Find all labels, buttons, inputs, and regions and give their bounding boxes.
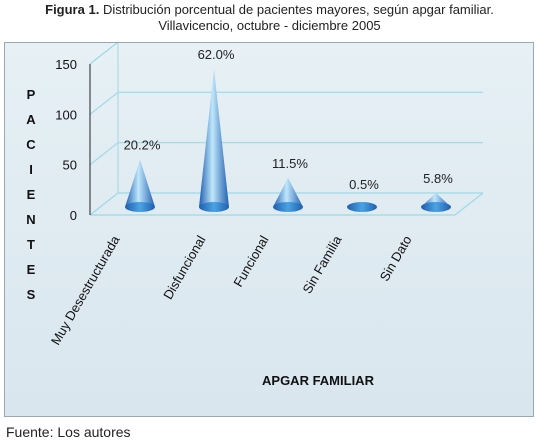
cone-bar [125, 159, 155, 207]
y-tick-label: 0 [70, 208, 77, 223]
floor-right-edge [454, 192, 484, 216]
figure-title: Distribución porcentual de pacientes may… [102, 2, 494, 17]
y-axis-label-letter: T [27, 237, 35, 252]
y-axis-label-letter: I [29, 162, 33, 177]
cone-base [199, 202, 229, 212]
x-tick-label: Funcional [230, 233, 271, 289]
y-axis-label-letter: E [27, 187, 36, 202]
x-axis-title: APGAR FAMILIAR [262, 373, 375, 388]
data-label: 5.8% [423, 171, 453, 186]
figure-caption: Figura 1. Distribución porcentual de pac… [0, 2, 539, 34]
y-tick-label: 150 [55, 57, 77, 72]
y-tick-label: 100 [55, 107, 77, 122]
cone-base [125, 202, 155, 212]
y-axis-label-letter: P [27, 87, 36, 102]
cone-base [421, 202, 451, 212]
x-tick-label: Sin Familia [299, 232, 345, 296]
data-label: 62.0% [198, 47, 235, 62]
cone-bar [199, 69, 229, 207]
grid-diagonal [89, 91, 119, 115]
cone-base [347, 202, 377, 212]
chart-panel: 0 50 100 150 P A C I E N T E S 20.2% 62.0% 11.5% 0.5% 5.8… [4, 42, 534, 417]
grid-diagonal [89, 192, 119, 216]
cone-bar [273, 177, 303, 207]
grid-diagonal [89, 43, 118, 65]
data-label: 20.2% [124, 138, 161, 153]
source-note: Fuente: Los autores [6, 424, 131, 440]
data-label: 11.5% [272, 156, 308, 171]
x-tick-label: Muy Desestructurada [48, 232, 123, 347]
y-axis-label-letter: N [26, 212, 35, 227]
y-axis-label-letter: A [26, 112, 36, 127]
data-label: 0.5% [349, 177, 379, 192]
y-axis-label-letter: S [27, 287, 36, 302]
y-axis-label-letter: C [26, 137, 36, 152]
cone-base [273, 202, 303, 212]
figure-label: Figura 1. [45, 2, 100, 17]
y-tick-label: 50 [63, 158, 77, 173]
x-tick-label: Sin Dato [377, 233, 415, 284]
figure-subtitle: Villavicencio, octubre - diciembre 2005 [158, 18, 381, 33]
grid-diagonal [89, 142, 119, 166]
y-axis-label-letter: E [27, 262, 36, 277]
x-tick-label: Disfuncional [160, 233, 208, 302]
